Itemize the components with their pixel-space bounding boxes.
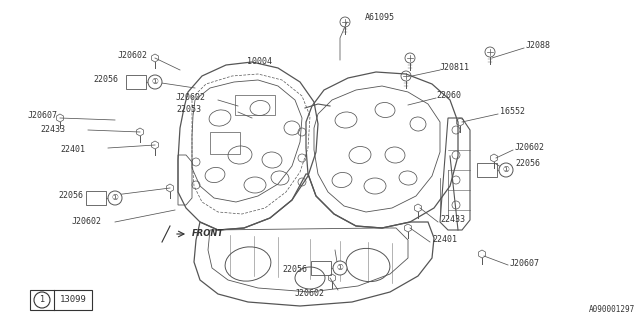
- Bar: [210, 132, 240, 154]
- Text: 10004: 10004: [247, 58, 272, 67]
- Text: 22401: 22401: [60, 146, 85, 155]
- Text: ①: ①: [337, 263, 344, 273]
- Text: FRONT: FRONT: [192, 229, 224, 238]
- Text: J20602: J20602: [118, 51, 148, 60]
- Circle shape: [108, 191, 122, 205]
- Text: 22401: 22401: [432, 236, 457, 244]
- Text: 22056: 22056: [282, 266, 307, 275]
- Bar: [30, 290, 92, 310]
- Circle shape: [333, 261, 347, 275]
- Text: 22433: 22433: [440, 215, 465, 225]
- Text: J20607: J20607: [28, 111, 58, 121]
- Bar: [126, 75, 146, 89]
- Text: J20602: J20602: [72, 218, 102, 227]
- Text: 22433: 22433: [40, 125, 65, 134]
- Text: 22056: 22056: [58, 190, 83, 199]
- Text: A61095: A61095: [365, 13, 395, 22]
- Bar: [311, 261, 331, 275]
- Circle shape: [499, 163, 513, 177]
- Text: J20811: J20811: [440, 63, 470, 73]
- Bar: [235, 95, 275, 115]
- Text: ①: ①: [111, 194, 118, 203]
- Text: 13099: 13099: [60, 295, 86, 305]
- Bar: [477, 163, 497, 177]
- Text: A090001297: A090001297: [589, 305, 635, 314]
- Circle shape: [34, 292, 50, 308]
- Text: 22060: 22060: [436, 92, 461, 100]
- Text: 1: 1: [40, 295, 45, 305]
- Text: 22056: 22056: [515, 159, 540, 169]
- Text: 16552: 16552: [500, 108, 525, 116]
- Text: 22056: 22056: [93, 76, 118, 84]
- Text: ①: ①: [502, 165, 509, 174]
- Text: J20602: J20602: [295, 289, 325, 298]
- Text: J2088: J2088: [526, 42, 551, 51]
- Circle shape: [148, 75, 162, 89]
- Text: J20607: J20607: [510, 260, 540, 268]
- Bar: [86, 191, 106, 205]
- Text: ①: ①: [152, 77, 159, 86]
- Text: J20602: J20602: [515, 143, 545, 153]
- Text: 22053: 22053: [176, 106, 201, 115]
- Text: J20602: J20602: [176, 93, 206, 102]
